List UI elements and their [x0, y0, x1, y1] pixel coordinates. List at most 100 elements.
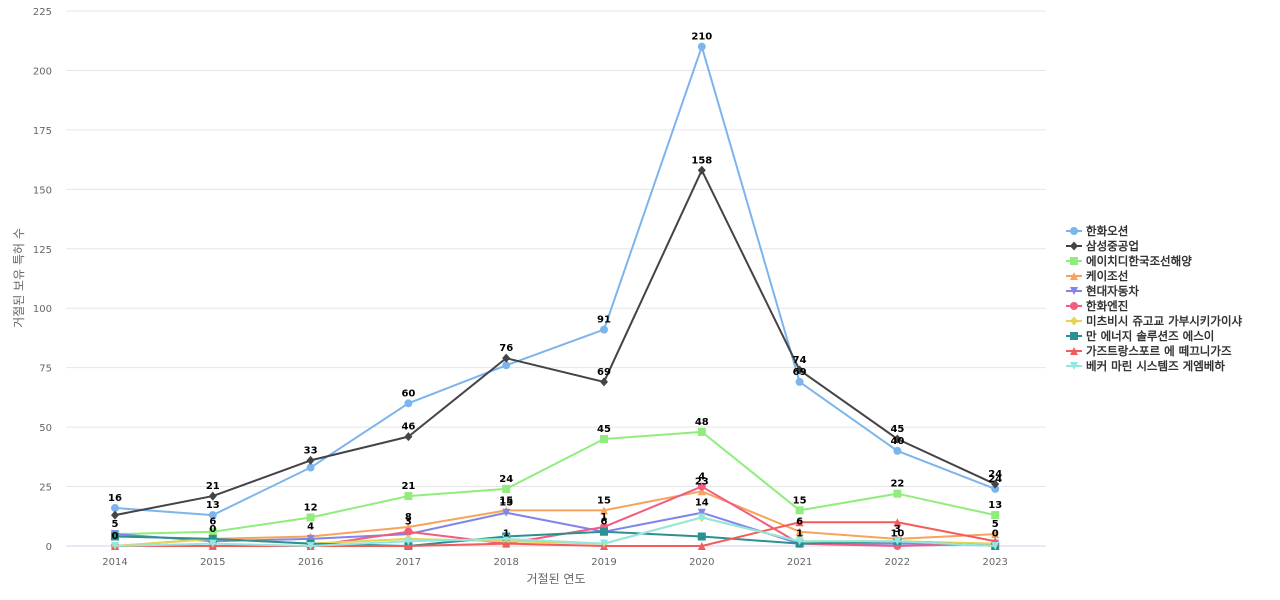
- data-label: 12: [304, 502, 318, 513]
- data-label: 10: [890, 529, 904, 540]
- data-point-marker: [111, 503, 119, 512]
- data-point-marker: [991, 530, 1000, 539]
- data-label: 15: [597, 495, 611, 506]
- data-point-marker: [208, 527, 217, 536]
- x-tick-label: 2016: [298, 557, 323, 568]
- data-label: 24: [988, 469, 1002, 480]
- x-tick-label: 2020: [689, 557, 714, 568]
- y-axis-title: 거절된 보유 특허 수: [12, 228, 26, 328]
- y-tick-label: 225: [33, 7, 52, 18]
- data-point-marker: [795, 377, 804, 386]
- data-label: 6: [601, 517, 608, 528]
- legend-marker-swatch: [1070, 362, 1078, 370]
- data-label: 60: [401, 388, 415, 399]
- legend-marker-swatch: [1070, 347, 1078, 355]
- data-label: 14: [695, 498, 709, 509]
- data-point-marker: [697, 165, 706, 175]
- legend-item[interactable]: 만 에너지 솔루션즈 에스이: [1066, 329, 1214, 343]
- data-point-marker: [697, 532, 706, 541]
- x-tick-label: 2022: [885, 557, 910, 568]
- data-label: 48: [695, 417, 709, 428]
- data-label: 1: [601, 512, 608, 523]
- data-point-marker: [208, 491, 217, 501]
- y-tick-label: 200: [33, 66, 52, 77]
- data-point-marker: [502, 508, 511, 517]
- series-line: [114, 169, 996, 517]
- series-line: [114, 530, 996, 547]
- legend-item[interactable]: 한화오션: [1066, 224, 1128, 238]
- data-label: 1: [503, 529, 510, 540]
- data-point-marker: [404, 537, 413, 546]
- legend-marker-swatch: [1070, 302, 1078, 310]
- data-label: 76: [499, 343, 513, 354]
- data-point-marker: [991, 484, 1000, 493]
- data-point-marker: [795, 537, 804, 546]
- legend-item[interactable]: 에이치디한국조선해양: [1066, 254, 1192, 268]
- data-label: 46: [401, 422, 415, 433]
- legend-item[interactable]: 베커 마린 시스템즈 게엠베하: [1066, 359, 1225, 373]
- data-label: 91: [597, 315, 611, 326]
- series-1: [111, 42, 1000, 520]
- legend-marker-swatch: [1070, 257, 1078, 265]
- data-label: 40: [890, 436, 904, 447]
- data-label: 21: [401, 481, 415, 492]
- data-label: 6: [796, 517, 803, 528]
- y-tick-label: 0: [46, 542, 52, 553]
- x-tick-label: 2014: [102, 557, 127, 568]
- data-point-marker: [697, 482, 706, 491]
- data-point-marker: [306, 463, 315, 472]
- data-label: 15: [793, 495, 807, 506]
- data-point-marker: [600, 325, 608, 334]
- legend-marker-swatch: [1070, 241, 1078, 251]
- data-point-marker: [991, 479, 1000, 489]
- data-point-marker: [306, 455, 315, 465]
- data-label: 8: [405, 512, 412, 523]
- legend-item[interactable]: 가즈트랑스포르 에 떼끄니가즈: [1066, 344, 1232, 358]
- data-label: 16: [108, 493, 122, 504]
- legend-item[interactable]: 케이조선: [1066, 269, 1128, 283]
- x-axis-title: 거절된 연도: [526, 572, 585, 586]
- data-label: 0: [209, 524, 216, 535]
- data-point-marker: [208, 539, 217, 548]
- data-point-marker: [697, 508, 706, 517]
- data-label: 13: [988, 500, 1002, 511]
- legend-item[interactable]: 삼성중공업: [1066, 239, 1139, 253]
- data-label: 22: [890, 479, 904, 490]
- data-label: 45: [597, 424, 611, 435]
- data-label: 74: [793, 355, 807, 366]
- data-point-marker: [404, 492, 413, 501]
- data-point-marker: [697, 42, 706, 51]
- legend-marker-swatch: [1070, 272, 1078, 280]
- legend-item[interactable]: 한화엔진: [1066, 299, 1128, 313]
- data-point-marker: [795, 506, 804, 515]
- data-label: 6: [209, 517, 216, 528]
- data-label: 4: [307, 521, 314, 532]
- y-tick-label: 125: [33, 245, 52, 256]
- y-tick-label: 50: [39, 423, 52, 434]
- data-label: 33: [304, 445, 318, 456]
- data-point-marker: [208, 511, 217, 520]
- series-line: [114, 430, 996, 536]
- data-point-marker: [893, 537, 902, 546]
- data-point-marker: [404, 432, 413, 442]
- data-point-marker: [111, 542, 119, 550]
- legend-label: 만 에너지 솔루션즈 에스이: [1086, 329, 1214, 343]
- data-point-marker: [208, 534, 217, 543]
- data-label: 24: [499, 474, 513, 485]
- data-label: 24: [988, 474, 1002, 485]
- data-label: 13: [206, 500, 220, 511]
- legend-label: 현대자동차: [1086, 284, 1139, 298]
- data-label: 0: [112, 531, 119, 542]
- x-tick-label: 2023: [982, 557, 1007, 568]
- series-9: [111, 518, 1000, 550]
- legend-item[interactable]: 현대자동차: [1066, 284, 1139, 298]
- data-point-marker: [600, 506, 608, 515]
- x-tick-label: 2019: [591, 557, 616, 568]
- legend-item[interactable]: 미츠비시 쥬고교 가부시키가이샤: [1066, 314, 1243, 328]
- y-tick-label: 100: [33, 304, 52, 315]
- data-point-marker: [502, 484, 511, 493]
- data-label: 15: [499, 498, 513, 509]
- data-point-marker: [991, 542, 1000, 550]
